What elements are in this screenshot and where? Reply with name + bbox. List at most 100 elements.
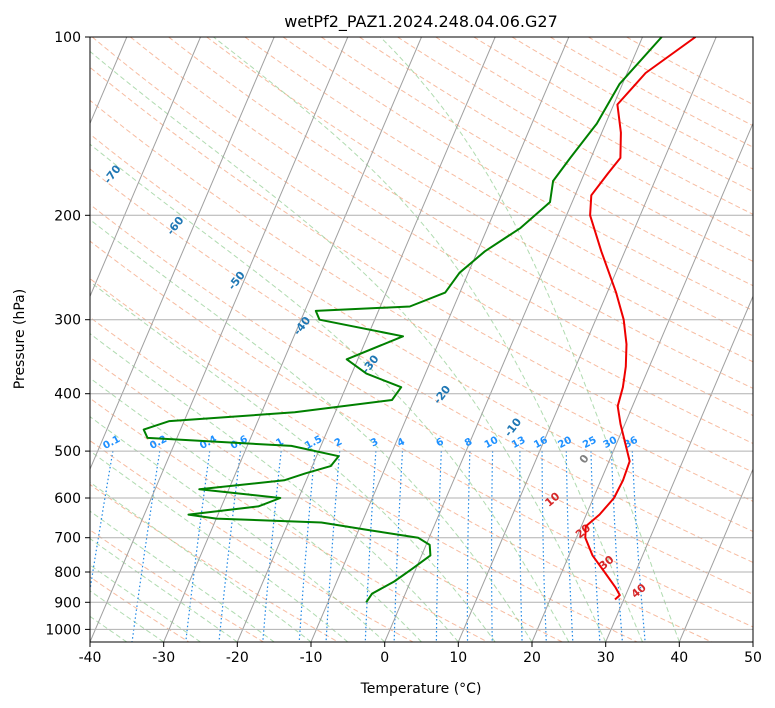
dry-adiabat-line: [397, 37, 753, 239]
dry-adiabat-line: [90, 356, 563, 642]
moist-adiabat-line: [90, 377, 422, 642]
mixing-ratio-line: [590, 451, 601, 642]
y-tick-label: 500: [54, 444, 81, 460]
dry-adiabats: [90, 37, 753, 642]
isotherm-line: [457, 37, 717, 642]
isotherm-line: [678, 467, 753, 642]
mixing-ratio-line: [466, 451, 471, 642]
isotherm-line: [90, 37, 275, 471]
moist-adiabat-label: -20: [431, 383, 454, 407]
dry-adiabat-line: [90, 316, 638, 642]
moist-adiabat-label: 0: [577, 452, 592, 466]
moist-adiabat-line: [90, 416, 386, 642]
dry-adiabat-line: [473, 37, 753, 193]
mixing-ratio-label: 2: [333, 436, 344, 449]
moist-adiabat-label: -50: [225, 269, 248, 293]
dry-adiabat-line: [168, 37, 753, 389]
moist-adiabat-label: -80: [33, 124, 56, 148]
mixing-ratio-label: 0.4: [198, 434, 219, 452]
moist-adiabat-line: [90, 281, 496, 642]
dry-adiabat-label: 30: [597, 553, 617, 573]
dewpoint-line: [142, 37, 663, 603]
x-tick-label: 20: [523, 650, 541, 666]
line-labels: 0.10.20.40.611.52346810131620253036-100-…: [33, 124, 649, 601]
x-tick-label: -40: [79, 650, 102, 666]
isotherm-line: [90, 37, 349, 642]
moist-adiabat-label: -70: [101, 162, 124, 186]
isotherm-line: [752, 640, 753, 642]
mixing-ratio-label: 16: [532, 435, 549, 451]
dry-adiabat-line: [511, 37, 753, 170]
moist-adiabat-line: [90, 510, 275, 642]
mixing-ratio-line: [364, 451, 377, 642]
mixing-ratio-line: [393, 451, 404, 642]
mixing-ratio-label: 0.1: [101, 434, 122, 452]
x-tick-label: 50: [744, 650, 762, 666]
isotherms: [90, 37, 753, 642]
mixing-ratio-line: [631, 451, 646, 642]
mixing-ratio-label: 0.2: [148, 434, 169, 452]
dry-adiabat-line: [90, 278, 712, 642]
dry-adiabat-line: [282, 37, 753, 312]
moist-adiabat-line: [90, 481, 312, 642]
mixing-ratio-line: [565, 451, 574, 642]
dry-adiabat-line: [320, 37, 753, 287]
mixing-ratio-label: 1: [274, 436, 285, 449]
dry-adiabat-line: [90, 397, 488, 642]
plot-area: 0.10.20.40.611.52346810131620253036-100-…: [33, 37, 753, 642]
isotherm-line: [310, 37, 570, 642]
dry-adiabat-line: [549, 37, 753, 148]
y-tick-label: 1000: [45, 622, 81, 638]
mixing-ratio-label: 8: [463, 436, 474, 449]
mixing-ratio-label: 4: [396, 436, 407, 449]
dry-adiabat-line: [90, 133, 753, 533]
moist-adiabat-line: [213, 37, 643, 642]
mixing-ratio-line: [131, 451, 161, 642]
dry-adiabat-line: [91, 37, 753, 444]
y-axis-label: Pressure (hPa): [12, 289, 28, 389]
mixing-ratio-label: 6: [434, 436, 445, 449]
dry-adiabat-line: [90, 576, 190, 642]
dry-adiabat-line: [90, 240, 753, 628]
mixing-ratio-line: [610, 451, 623, 642]
moist-adiabat-line: [90, 564, 201, 642]
y-tick-label: 300: [54, 313, 81, 329]
moist-adiabat-line: [90, 218, 533, 642]
mixing-ratio-label: 3: [369, 436, 380, 449]
moist-adiabat-line: [90, 537, 238, 642]
moist-adiabat-line: [90, 450, 349, 642]
mixing-ratio-line: [185, 451, 211, 642]
chart-title: wetPf2_PAZ1.2024.248.04.06.G27: [284, 12, 558, 32]
x-axis-label: Temperature (°C): [360, 681, 482, 697]
mixing-ratio-line: [325, 451, 341, 642]
mixing-ratio-line: [435, 451, 442, 642]
isotherm-line: [90, 37, 201, 298]
isotherm-line: [384, 37, 643, 642]
mixing-ratio-lines: [90, 450, 646, 642]
profile-series: [142, 37, 697, 603]
dry-adiabat-label: 10: [542, 489, 562, 509]
dry-adiabat-line: [206, 37, 753, 363]
x-tick-label: 30: [597, 650, 615, 666]
y-axis-ticks: 100 200 300 400 500 600 700 800 900 1000: [45, 30, 90, 638]
moist-adiabat-line: [90, 50, 607, 642]
moist-adiabats: [90, 37, 680, 642]
mixing-ratio-label: 30: [602, 435, 619, 451]
dry-adiabat-line: [90, 440, 414, 642]
dry-adiabat-line: [435, 37, 753, 215]
dry-adiabat-line: [90, 203, 753, 595]
mixing-ratio-label: 10: [483, 435, 500, 451]
temperature-line: [584, 37, 697, 601]
x-axis-ticks: -40 -30 -20 -10 0 10 20 30 40 50: [79, 642, 762, 666]
mixing-ratio-line: [541, 451, 547, 642]
y-tick-label: 400: [54, 387, 81, 403]
x-tick-label: 40: [670, 650, 688, 666]
dry-adiabat-line: [90, 483, 339, 642]
plot-frame: [89, 36, 754, 643]
moist-adiabat-line: [380, 37, 680, 642]
x-tick-label: -30: [152, 650, 175, 666]
y-tick-label: 800: [54, 565, 81, 581]
moist-adiabat-line: [90, 143, 570, 642]
isotherm-line: [531, 122, 753, 642]
